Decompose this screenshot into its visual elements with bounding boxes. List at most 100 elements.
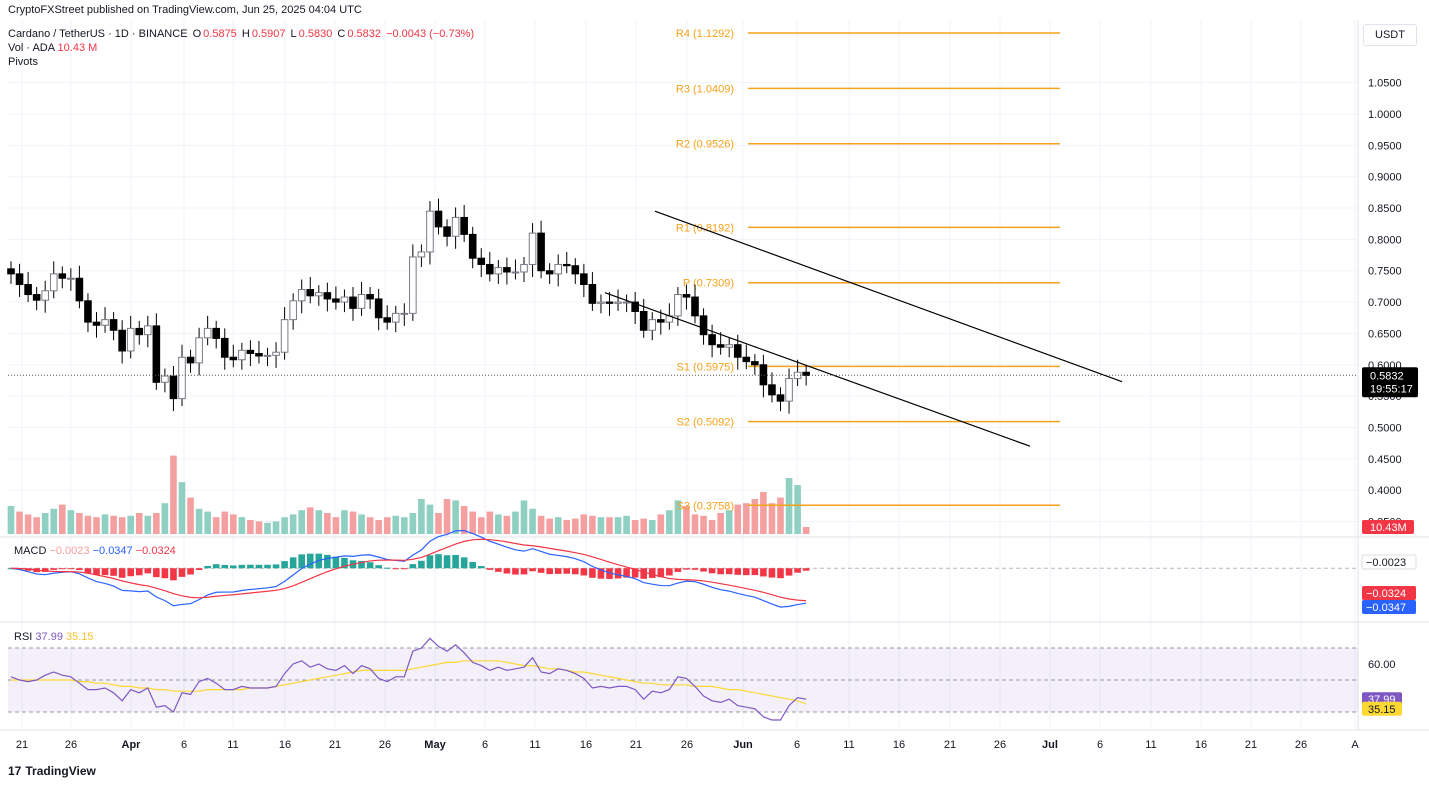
candle-body bbox=[24, 284, 32, 296]
candle-body bbox=[366, 294, 374, 300]
macd-histogram-bar bbox=[554, 568, 562, 574]
candle-body bbox=[186, 356, 195, 364]
volume-bar bbox=[358, 514, 365, 534]
candle-body bbox=[494, 267, 503, 275]
pivot-label: S3 (0.3758) bbox=[677, 500, 734, 512]
low-label: L bbox=[290, 28, 297, 40]
time-axis-tick: 16 bbox=[893, 739, 905, 751]
candle-body bbox=[528, 232, 537, 265]
volume-bar bbox=[409, 513, 417, 534]
volume-bar bbox=[503, 515, 511, 534]
candle-body bbox=[639, 310, 648, 331]
volume-bar bbox=[7, 506, 15, 534]
macd-title[interactable]: MACD bbox=[14, 545, 47, 557]
candle-body bbox=[785, 378, 793, 402]
volume-bar bbox=[589, 515, 596, 534]
high-label: H bbox=[241, 28, 250, 40]
macd-badge-value: −0.0347 bbox=[1366, 602, 1406, 614]
rsi-ma-line bbox=[11, 660, 807, 705]
macd-histogram-bar bbox=[529, 568, 536, 572]
volume-bar bbox=[110, 515, 117, 534]
candle-body bbox=[545, 270, 554, 275]
pivot-label: R3 (1.0409) bbox=[676, 83, 734, 95]
volume-bar bbox=[24, 514, 32, 534]
pivots-legend[interactable]: Pivots bbox=[8, 56, 38, 68]
volume-badge bbox=[1362, 520, 1414, 534]
volume-bar bbox=[674, 500, 682, 534]
price-axis-tick: 0.6500 bbox=[1368, 328, 1402, 340]
time-axis-tick: May bbox=[424, 739, 446, 751]
macd-hist-value: −0.0023 bbox=[49, 545, 90, 557]
volume-bar bbox=[631, 520, 639, 534]
time-axis-tick: 6 bbox=[794, 739, 800, 751]
macd-histogram-bar bbox=[135, 568, 143, 576]
macd-histogram-bar bbox=[383, 567, 391, 569]
volume-bar bbox=[460, 506, 468, 534]
price-axis-tick: 0.8500 bbox=[1368, 203, 1402, 215]
channel-lower-line bbox=[604, 292, 1031, 447]
currency-button[interactable]: USDT bbox=[1363, 24, 1417, 46]
tradingview-footer[interactable]: 17 TradingView bbox=[8, 764, 96, 778]
pivot-label: R2 (0.9526) bbox=[676, 139, 734, 151]
candle-body bbox=[776, 394, 785, 402]
time-axis-tick: 16 bbox=[1195, 739, 1207, 751]
change-value: −0.0043 (−0.73%) bbox=[386, 28, 475, 40]
volume-bar bbox=[76, 513, 83, 534]
volume-bar bbox=[50, 508, 58, 534]
candle-body bbox=[374, 298, 383, 319]
volume-value: 10.43 M bbox=[57, 42, 98, 54]
macd-histogram-bar bbox=[597, 568, 605, 579]
macd-histogram-bar bbox=[443, 555, 451, 569]
volume-bar bbox=[495, 514, 502, 534]
candle-body bbox=[699, 315, 708, 336]
volume-bar bbox=[264, 522, 271, 534]
candle-body bbox=[562, 263, 571, 267]
volume-bar bbox=[401, 517, 408, 534]
volume-bar bbox=[683, 506, 690, 534]
candle-body bbox=[32, 294, 41, 301]
macd-histogram-bar bbox=[674, 568, 682, 572]
volume-bar bbox=[349, 511, 357, 534]
last-price-value: 0.5832 bbox=[1370, 370, 1404, 382]
volume-bar bbox=[187, 497, 194, 534]
macd-histogram-bar bbox=[281, 561, 288, 569]
time-axis-tick: 11 bbox=[843, 739, 854, 751]
macd-histogram-bar bbox=[358, 560, 365, 569]
macd-histogram-bar bbox=[93, 568, 100, 575]
rsi-title[interactable]: RSI bbox=[14, 631, 33, 643]
candle-body bbox=[648, 319, 657, 331]
candle-body bbox=[503, 267, 511, 273]
volume-bar bbox=[341, 510, 348, 534]
volume-bar bbox=[127, 515, 134, 534]
macd-histogram-bar bbox=[606, 568, 613, 579]
macd-histogram-bar bbox=[708, 568, 716, 574]
macd-histogram-bar bbox=[683, 568, 690, 570]
macd-histogram-bar bbox=[264, 564, 271, 569]
macd-histogram-bar bbox=[67, 568, 75, 570]
last-price-badge bbox=[1362, 367, 1418, 398]
candle-body bbox=[520, 263, 528, 273]
volume-bar bbox=[708, 520, 716, 534]
candle-body bbox=[203, 327, 212, 339]
volume-bar bbox=[272, 521, 280, 534]
volume-label[interactable]: Vol · ADA bbox=[8, 42, 55, 54]
volume-bar bbox=[443, 499, 451, 534]
volume-bar bbox=[221, 511, 229, 534]
candle-body bbox=[229, 356, 238, 361]
macd-histogram-bar bbox=[777, 568, 784, 579]
macd-histogram-bar bbox=[187, 568, 194, 575]
volume-bar bbox=[794, 485, 801, 534]
candle-body bbox=[486, 263, 494, 275]
time-axis-tick: 26 bbox=[379, 739, 391, 751]
candle-body bbox=[622, 301, 631, 304]
price-axis-tick: 0.9000 bbox=[1368, 172, 1402, 184]
volume-bar bbox=[101, 514, 109, 534]
candle-body bbox=[195, 337, 203, 364]
candle-body bbox=[178, 356, 186, 400]
symbol-label[interactable]: Cardano / TetherUS · 1D · BINANCE bbox=[8, 28, 188, 40]
time-axis-tick: 6 bbox=[482, 739, 488, 751]
candle-body bbox=[605, 301, 614, 304]
volume-bar bbox=[717, 513, 724, 534]
candle-body bbox=[272, 351, 280, 356]
